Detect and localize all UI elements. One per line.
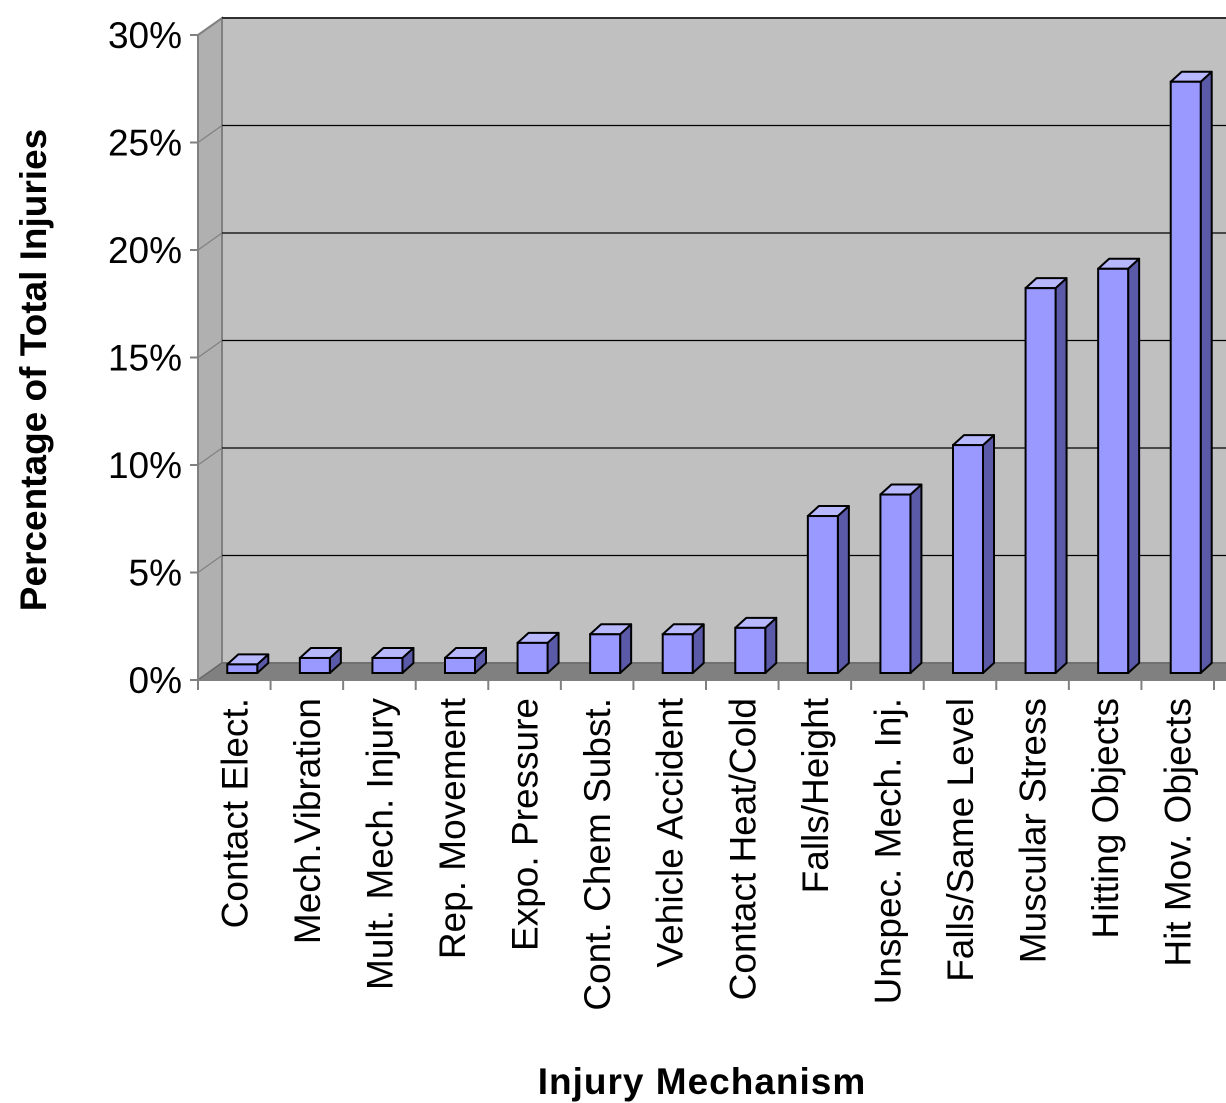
bar-front [1169, 80, 1202, 674]
bar-front [516, 641, 549, 675]
x-tick-label: Rep. Movement [432, 697, 473, 959]
gridline-side [197, 555, 223, 573]
y-tick-label: 5% [129, 553, 182, 594]
bar [226, 653, 270, 675]
y-tick-label: 10% [108, 445, 182, 486]
x-tick-label: Hitting Objects [1085, 698, 1126, 939]
bar [298, 646, 342, 675]
bar [1024, 277, 1068, 674]
bar-side [1127, 257, 1141, 674]
bar-front [444, 656, 476, 675]
bar [589, 623, 633, 674]
x-tick-label: Hit Mov. Objects [1158, 698, 1199, 967]
bar [734, 616, 778, 674]
chart-walls [196, 16, 1226, 682]
bar-front [371, 656, 404, 675]
x-tick-label: Vehicle Accident [650, 697, 691, 967]
bar-side [909, 483, 923, 674]
floor [196, 662, 1226, 681]
x-axis: Contact Elect. Mech.Vibration Mult. Mech. … [197, 679, 1226, 1011]
bar-side [1199, 70, 1213, 674]
bar [371, 646, 415, 675]
bar-front [298, 656, 331, 675]
bar-front [734, 626, 767, 674]
bar-side [982, 434, 995, 674]
bars [226, 70, 1213, 675]
bar [444, 646, 487, 675]
gridline-side [197, 125, 223, 143]
bar-front [589, 633, 622, 674]
y-tick-label: 30% [108, 15, 182, 56]
x-tick-label: Mult. Mech. Injury [359, 698, 400, 990]
y-tick-label: 25% [108, 123, 182, 164]
x-tick-label: Falls/Height [795, 697, 836, 893]
x-tick-label: Mech.Vibration [287, 698, 328, 944]
bar [1169, 70, 1213, 674]
x-tick-label: Cont. Chem Subst. [577, 698, 618, 1011]
bar-front [806, 515, 839, 674]
gridline-side [197, 447, 223, 466]
bar-front [661, 633, 694, 674]
bar-front [952, 444, 984, 674]
y-tick-label: 0% [129, 660, 182, 701]
bar [516, 631, 560, 675]
bar [1097, 257, 1141, 674]
gridline-side [197, 17, 223, 36]
x-tick-label: Expo. Pressure [505, 698, 546, 951]
gridline-side [197, 340, 223, 358]
gridline-side [197, 232, 223, 251]
bar-front [226, 663, 259, 675]
y-tick-label: 15% [108, 338, 182, 379]
x-tick-label: Unspec. Mech. Inj. [867, 698, 908, 1004]
bar-front [1024, 287, 1057, 674]
bar-front [1097, 267, 1130, 674]
y-axis: 0% 5% 10% 15% 20% 25% 30% [108, 15, 199, 701]
bar [952, 434, 995, 674]
x-tick-label: Contact Elect. [214, 698, 255, 928]
bar [661, 623, 705, 674]
y-tick-label: 20% [108, 230, 182, 271]
bar-side [1054, 277, 1068, 674]
x-tick-label: Falls/Same Level [940, 698, 981, 982]
x-axis-title: Injury Mechanism [538, 1061, 867, 1102]
bar-front [879, 493, 912, 674]
x-tick-label: Contact Heat/Cold [722, 698, 763, 1000]
bar [806, 505, 850, 674]
y-axis-title: Percentage of Total Injuries [13, 129, 54, 611]
gridlines [197, 17, 1226, 573]
bar [879, 483, 923, 674]
x-tick-label: Muscular Stress [1013, 698, 1054, 963]
bar-side [836, 505, 850, 674]
